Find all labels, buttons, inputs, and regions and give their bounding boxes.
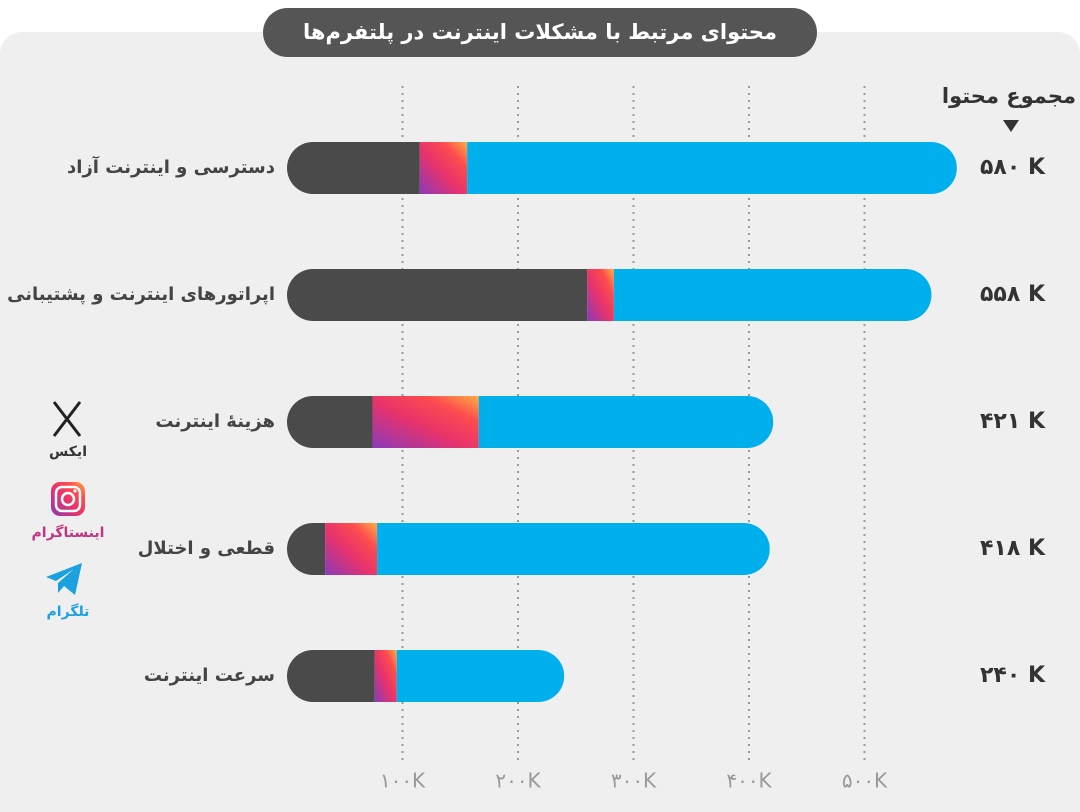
instagram-icon [51,482,85,516]
bar-segment [287,650,375,702]
x-tick-label: ۱۰۰K [380,769,426,793]
x-tick-label: ۴۰۰K [726,769,772,793]
bar-segment [287,269,588,321]
total-label: ۲۴۰ K [980,663,1046,688]
bar-segment [287,142,420,194]
category-label: اپراتورهای اینترنت و پشتیبانی [7,284,275,305]
x-tick-label: ۲۰۰K [495,769,541,793]
bar-group [287,396,774,448]
category-label: دسترسی و اینترنت آزاد [67,155,275,178]
legend-label: ایکس [49,444,87,460]
bar-segment [374,650,397,702]
bar-segment [419,142,468,194]
x-tick-label: ۵۰۰K [842,769,888,793]
total-header: مجموع محتوا [942,84,1076,108]
total-label: ۴۱۸ K [980,536,1046,561]
bar-group [287,142,957,194]
header-arrow [1003,120,1019,132]
total-label: ۵۵۸ K [980,282,1046,307]
bar-segment [372,396,479,448]
bar-group [287,523,770,575]
bar-segment [396,650,565,702]
bar-segment [325,523,378,575]
total-label: ۵۸۰ K [980,155,1046,180]
chart-title: محتوای مرتبط با مشکلات اینترنت در پلتفرم… [303,20,777,44]
category-label: هزینهٔ اینترنت [155,411,275,432]
category-label: سرعت اینترنت [144,665,275,686]
bar-group [287,269,932,321]
x-tick-label: ۳۰۰K [611,769,657,793]
category-label: قطعی و اختلال [138,538,275,559]
bar-segment [467,142,957,194]
legend-label: اینستاگرام [32,524,105,541]
legend-label: تلگرام [47,603,90,620]
telegram-icon [46,563,82,595]
bar-segment [587,269,614,321]
title-pill [263,8,817,57]
x-icon [52,401,82,437]
total-label: ۴۲۱ K [980,409,1046,434]
bar-segment [377,523,770,575]
bar-segment [613,269,932,321]
bar-segment [478,396,774,448]
bar-segment [287,396,373,448]
bar-group [287,650,565,702]
